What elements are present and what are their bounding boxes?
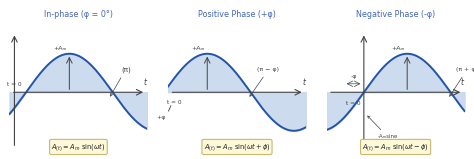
Text: (π − φ): (π − φ): [250, 67, 280, 96]
Text: $A_{(t)} = A_m\ \sin(\omega t)$: $A_{(t)} = A_m\ \sin(\omega t)$: [51, 141, 106, 153]
Text: (π): (π): [110, 66, 131, 96]
Title: In-phase (φ = 0°): In-phase (φ = 0°): [44, 10, 113, 19]
Title: Positive Phase (+φ): Positive Phase (+φ): [198, 10, 276, 19]
Text: t: t: [461, 78, 464, 87]
Text: +Aₘ: +Aₘ: [392, 46, 405, 51]
Text: $A_{(t)} = A_m\ \sin(\omega t-\phi)$: $A_{(t)} = A_m\ \sin(\omega t-\phi)$: [362, 141, 429, 153]
Text: +φ: +φ: [156, 115, 165, 120]
Text: t = 0: t = 0: [7, 82, 22, 87]
Text: t: t: [302, 78, 305, 87]
Text: Aₘsine: Aₘsine: [0, 158, 1, 159]
Text: t = 0: t = 0: [346, 101, 361, 106]
Text: -Aₘsine: -Aₘsine: [368, 116, 398, 139]
Text: -φ: -φ: [350, 74, 357, 79]
Text: $A_{(t)} = A_m\ \sin(\omega t+\phi)$: $A_{(t)} = A_m\ \sin(\omega t+\phi)$: [204, 141, 270, 153]
Title: Negative Phase (-φ): Negative Phase (-φ): [356, 10, 435, 19]
Text: +Aₘ: +Aₘ: [54, 46, 67, 51]
Text: +Aₘ: +Aₘ: [191, 46, 205, 51]
Text: (π + φ): (π + φ): [450, 67, 474, 96]
Text: t: t: [144, 78, 146, 87]
Text: t = 0: t = 0: [167, 100, 182, 105]
